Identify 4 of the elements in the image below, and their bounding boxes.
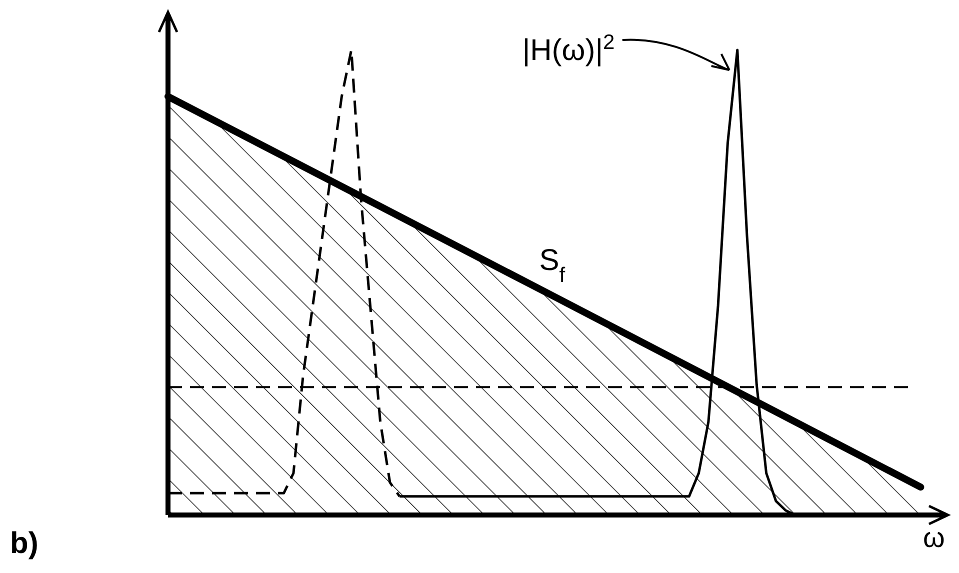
series-label: S$_{f}$ — [539, 244, 566, 286]
text: b) — [10, 527, 38, 560]
x-axis-title: ω — [923, 522, 945, 553]
annotation: |H(ω)|$^{2}$ — [522, 30, 615, 67]
